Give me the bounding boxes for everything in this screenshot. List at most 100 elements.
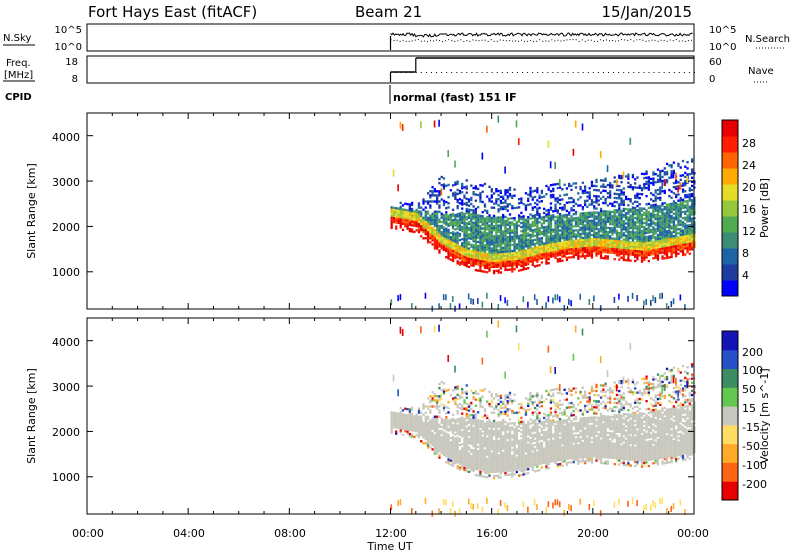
power-echo-cell <box>467 257 471 260</box>
power-echo-cell <box>620 201 623 204</box>
power-echo-cell <box>681 245 685 248</box>
power-echo-cell <box>476 269 480 272</box>
velocity-echo-cell <box>451 450 455 453</box>
velocity-echo-cell <box>488 468 491 471</box>
velocity-echo-cell <box>502 469 505 473</box>
power-echo-cell <box>474 260 477 264</box>
power-echo-cell <box>536 225 539 229</box>
power-echo-cell <box>454 238 457 241</box>
power-echo-cell <box>659 174 662 177</box>
velocity-echo-cell <box>490 411 493 414</box>
velocity-echo-cell <box>447 407 450 410</box>
power-echo-cell <box>577 245 580 248</box>
power-echo-cell <box>647 219 650 222</box>
power-echo-cell <box>652 236 655 239</box>
power-echo-cell <box>420 210 423 213</box>
power-echo-cell <box>595 244 598 247</box>
power-echo-cell <box>554 215 557 219</box>
power-echo-cell <box>479 249 482 252</box>
velocity-echo-cell <box>445 499 447 506</box>
velocity-echo-cell <box>465 396 468 399</box>
power-echo-cell <box>599 244 603 247</box>
power-echo-cell <box>675 244 678 248</box>
power-echo-cell <box>433 235 437 238</box>
power-echo-cell <box>515 259 518 263</box>
power-echo-cell <box>690 176 694 179</box>
power-echo-cell <box>618 209 621 212</box>
nsearch-point <box>454 40 456 42</box>
power-echo-cell <box>438 192 441 195</box>
power-echo-cell <box>502 215 505 219</box>
power-echo-cell <box>524 234 528 238</box>
power-echo-cell <box>595 217 598 220</box>
velocity-echo-cell <box>390 431 393 434</box>
power-echo-cell <box>552 246 555 250</box>
power-echo-cell <box>451 192 455 195</box>
power-echo-cell <box>422 218 425 222</box>
power-echo-cell <box>615 215 619 218</box>
power-echo-cell <box>440 198 443 201</box>
power-echo-cell <box>426 212 430 215</box>
power-echo-cell <box>481 241 484 244</box>
power-echo-cell <box>522 251 525 255</box>
velocity-echo-cell <box>422 407 425 410</box>
velocity-echo-cell <box>445 432 448 435</box>
power-echo-cell <box>488 220 491 223</box>
power-echo-cell <box>602 250 605 254</box>
power-echo-cell <box>495 230 498 234</box>
velocity-echo-cell <box>486 431 489 434</box>
velocity-echo-cell <box>476 427 480 430</box>
velocity-echo-cell <box>408 414 411 417</box>
power-echo-cell <box>661 222 664 226</box>
power-echo-cell <box>627 249 630 252</box>
power-echo-cell <box>675 187 678 190</box>
power-echo-cell <box>679 166 682 169</box>
power-echo-cell <box>447 236 450 240</box>
power-echo-cell <box>479 233 482 236</box>
power-echo-cell <box>599 217 603 221</box>
power-echo-cell <box>688 209 691 213</box>
power-echo-cell <box>599 254 603 258</box>
power-echo-cell <box>568 248 571 251</box>
nsearch-point <box>593 40 595 42</box>
power-echo-cell <box>467 237 471 240</box>
power-echo-cell <box>690 170 694 173</box>
power-echo-cell <box>684 228 687 232</box>
power-echo-cell <box>543 246 546 249</box>
power-echo-cell <box>549 243 553 246</box>
power-echo-cell <box>570 184 573 188</box>
cpid-label: CPID <box>5 92 32 103</box>
power-echo-cell <box>497 263 500 266</box>
power-echo-cell <box>663 222 666 225</box>
power-echo-cell <box>495 220 498 224</box>
power-echo-cell <box>508 229 512 232</box>
power-echo-cell <box>490 190 493 193</box>
power-echo-cell <box>499 263 503 266</box>
power-echo-cell <box>506 256 509 259</box>
power-echo-cell <box>615 221 619 224</box>
velocity-echo-cell <box>438 409 441 412</box>
power-echo-cell <box>517 224 521 227</box>
power-echo-cell <box>495 202 498 205</box>
power-echo-cell <box>581 230 584 233</box>
velocity-echo-cell <box>424 423 427 427</box>
power-echo-cell <box>613 223 616 226</box>
velocity-echo-cell <box>436 429 439 433</box>
power-echo-cell <box>442 234 446 237</box>
power-echo-cell <box>602 236 605 239</box>
power-echo-cell <box>447 245 450 248</box>
power-echo-cell <box>547 245 550 249</box>
power-echo-cell <box>538 229 541 232</box>
power-echo-cell <box>649 198 653 201</box>
power-echo-cell <box>606 243 610 246</box>
power-echo-cell <box>645 194 648 198</box>
power-echo-cell <box>499 265 503 268</box>
power-echo-cell <box>506 260 509 263</box>
nsky-tick-top: 10^5 <box>55 25 82 36</box>
velocity-echo-cell <box>488 445 491 449</box>
power-echo-cell <box>690 205 694 208</box>
power-echo-cell <box>602 218 605 221</box>
power-echo-cell <box>463 194 466 197</box>
power-echo-cell <box>602 214 605 217</box>
velocity-echo-cell <box>442 423 446 426</box>
